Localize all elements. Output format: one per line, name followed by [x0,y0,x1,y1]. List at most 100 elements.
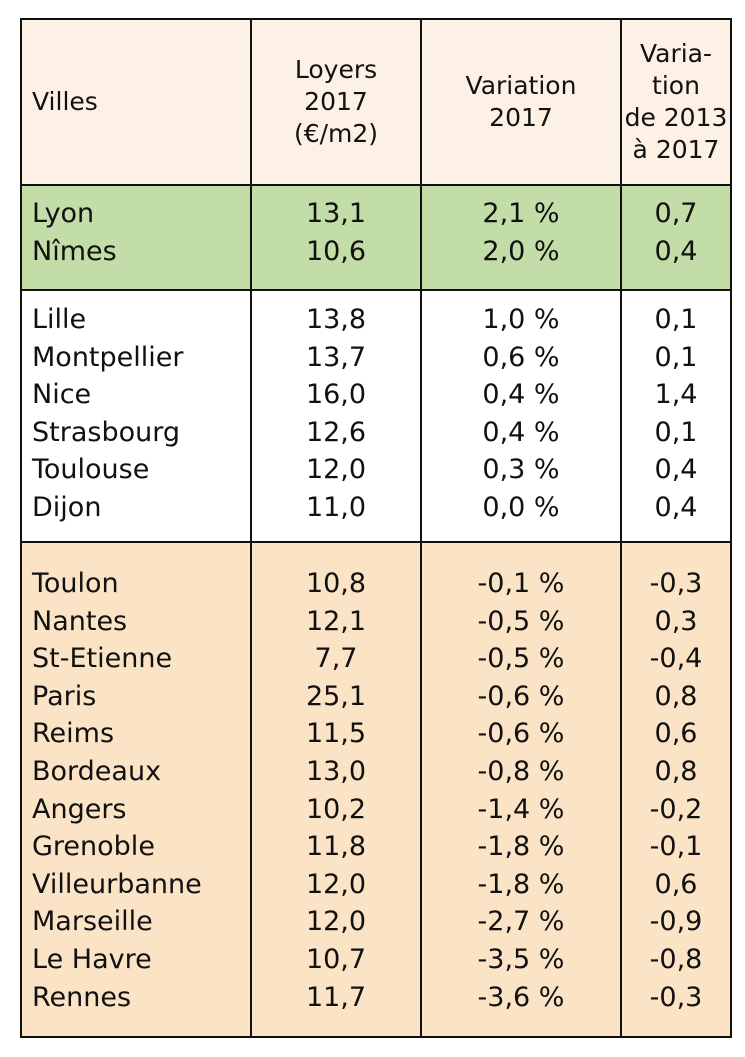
city-cell: Nîmes [32,235,117,267]
green-group-band [22,186,730,289]
row-divider [22,184,730,186]
variation-2013-2017-cell: 0,1 [654,304,698,335]
table-row: Nîmes 10,6 2,0 % 0,4 [22,234,730,270]
variation-2013-2017-cell: -0,3 [649,568,703,599]
rent-cell: 11,8 [305,831,367,863]
variation-2013-2017-cell: -0,1 [649,831,703,863]
table-row: Marseille 12,0 -2,7 % -0,9 [22,904,730,940]
rent-cell: 12,6 [305,416,367,448]
table-row: Nantes 12,1 -0,5 % 0,3 [22,604,730,640]
variation-2013-2017-cell: 0,4 [654,235,698,267]
variation-2013-2017-cell: 0,6 [654,718,698,750]
variation-2017-cell: 0,3 % [482,454,560,486]
orange-group-band [22,543,730,1036]
variation-2017-cell: -0,5 % [477,605,565,637]
header-variation-line: 2017 [489,103,553,132]
rent-cell: 7,7 [314,643,358,675]
table-row: Rennes 11,7 -3,6 % -0,3 [22,980,730,1016]
header-variation-long-line: tion [652,71,700,100]
table-row: Dijon 11,0 0,0 % 0,4 [22,490,730,526]
rent-cell: 12,1 [305,605,367,637]
variation-2013-2017-cell: -0,4 [649,643,703,675]
header-band [22,20,730,184]
rent-cell: 13,7 [305,341,367,373]
table-row: Villeurbanne 12,0 -1,8 % 0,6 [22,867,730,903]
rent-cell: 11,5 [305,718,367,750]
city-cell: Lille [32,304,87,335]
city-cell: Nantes [32,605,128,637]
variation-2013-2017-cell: -0,3 [649,981,703,1013]
city-cell: Strasbourg [32,416,180,448]
rent-cell: 13,1 [305,198,367,229]
rent-cell: 12,0 [305,906,367,938]
variation-2013-2017-cell: 0,8 [654,680,698,712]
column-divider [250,20,252,1036]
variation-2013-2017-cell: 0,1 [654,416,698,448]
header-loyers: Loyers 2017 (€/m2) [252,20,420,184]
rent-cell: 11,0 [305,492,367,523]
city-cell: Grenoble [32,831,155,863]
table-row: St-Etienne 7,7 -0,5 % -0,4 [22,641,730,677]
header-variation-line: Variation [465,71,577,100]
city-cell: Angers [32,793,127,825]
variation-2017-cell: 0,4 % [482,416,560,448]
table-row: Lille 13,8 1,0 % 0,1 [22,302,730,338]
variation-2017-cell: -3,6 % [477,981,565,1013]
city-cell: Bordeaux [32,756,162,787]
table-row: Angers 10,2 -1,4 % -0,2 [22,792,730,828]
rent-cell: 10,2 [305,793,367,825]
variation-2017-cell: -1,4 % [477,793,565,825]
header-loyers-line: 2017 [304,87,368,116]
variation-2013-2017-cell: -0,2 [649,793,703,825]
city-cell: Paris [32,680,97,712]
header-variation-long-line: Varia- [639,39,713,68]
rent-cell: 10,8 [305,568,367,599]
row-divider [22,541,730,543]
header-variation-2017: Variation 2017 [422,20,620,184]
rent-cell: 25,1 [305,680,367,712]
header-variation-2013-2017: Varia- tion de 2013 à 2017 [622,20,730,184]
table-row: Toulouse 12,0 0,3 % 0,4 [22,452,730,488]
variation-2017-cell: -0,6 % [477,680,565,712]
city-cell: Villeurbanne [32,868,202,900]
rent-table: Villes Loyers 2017 (€/m2) Variation 2017… [20,18,732,1038]
city-cell: Dijon [32,492,102,523]
variation-2013-2017-cell: 0,1 [654,341,698,373]
table-row: Lyon 13,1 2,1 % 0,7 [22,196,730,232]
variation-2013-2017-cell: -0,9 [649,906,703,938]
rent-cell: 16,0 [305,379,367,411]
city-cell: St-Etienne [32,643,173,675]
variation-2017-cell: 0,0 % [482,492,560,523]
variation-2013-2017-cell: 1,4 [654,379,698,411]
header-loyers-line: Loyers [294,55,378,84]
rent-cell: 10,7 [305,944,367,975]
variation-2017-cell: 1,0 % [482,304,560,335]
variation-2017-cell: -0,6 % [477,718,565,750]
variation-2013-2017-cell: 0,7 [654,198,698,229]
variation-2017-cell: 2,1 % [482,198,560,229]
variation-2017-cell: 0,6 % [482,341,560,373]
variation-2017-cell: -1,8 % [477,868,565,900]
city-cell: Lyon [32,198,95,229]
variation-2017-cell: -3,5 % [477,944,565,975]
header-variation-long-line: de 2013 [624,103,728,132]
table-row: Bordeaux 13,0 -0,8 % 0,8 [22,754,730,790]
variation-2013-2017-cell: -0,8 [649,944,703,975]
rent-cell: 13,0 [305,756,367,787]
variation-2017-cell: -0,8 % [477,756,565,787]
variation-2017-cell: -2,7 % [477,906,565,938]
table-row: Reims 11,5 -0,6 % 0,6 [22,716,730,752]
white-group-band [22,291,730,541]
city-cell: Montpellier [32,341,184,373]
variation-2017-cell: -0,1 % [477,568,565,599]
table-row: Montpellier 13,7 0,6 % 0,1 [22,340,730,376]
rent-cell: 12,0 [305,868,367,900]
header-variation-long-line: à 2017 [632,135,720,164]
variation-2017-cell: 2,0 % [482,235,560,267]
variation-2017-cell: 0,4 % [482,379,560,411]
city-cell: Rennes [32,981,132,1013]
variation-2013-2017-cell: 0,8 [654,756,698,787]
table-row: Paris 25,1 -0,6 % 0,8 [22,679,730,715]
city-cell: Nice [32,379,92,411]
variation-2013-2017-cell: 0,4 [654,454,698,486]
